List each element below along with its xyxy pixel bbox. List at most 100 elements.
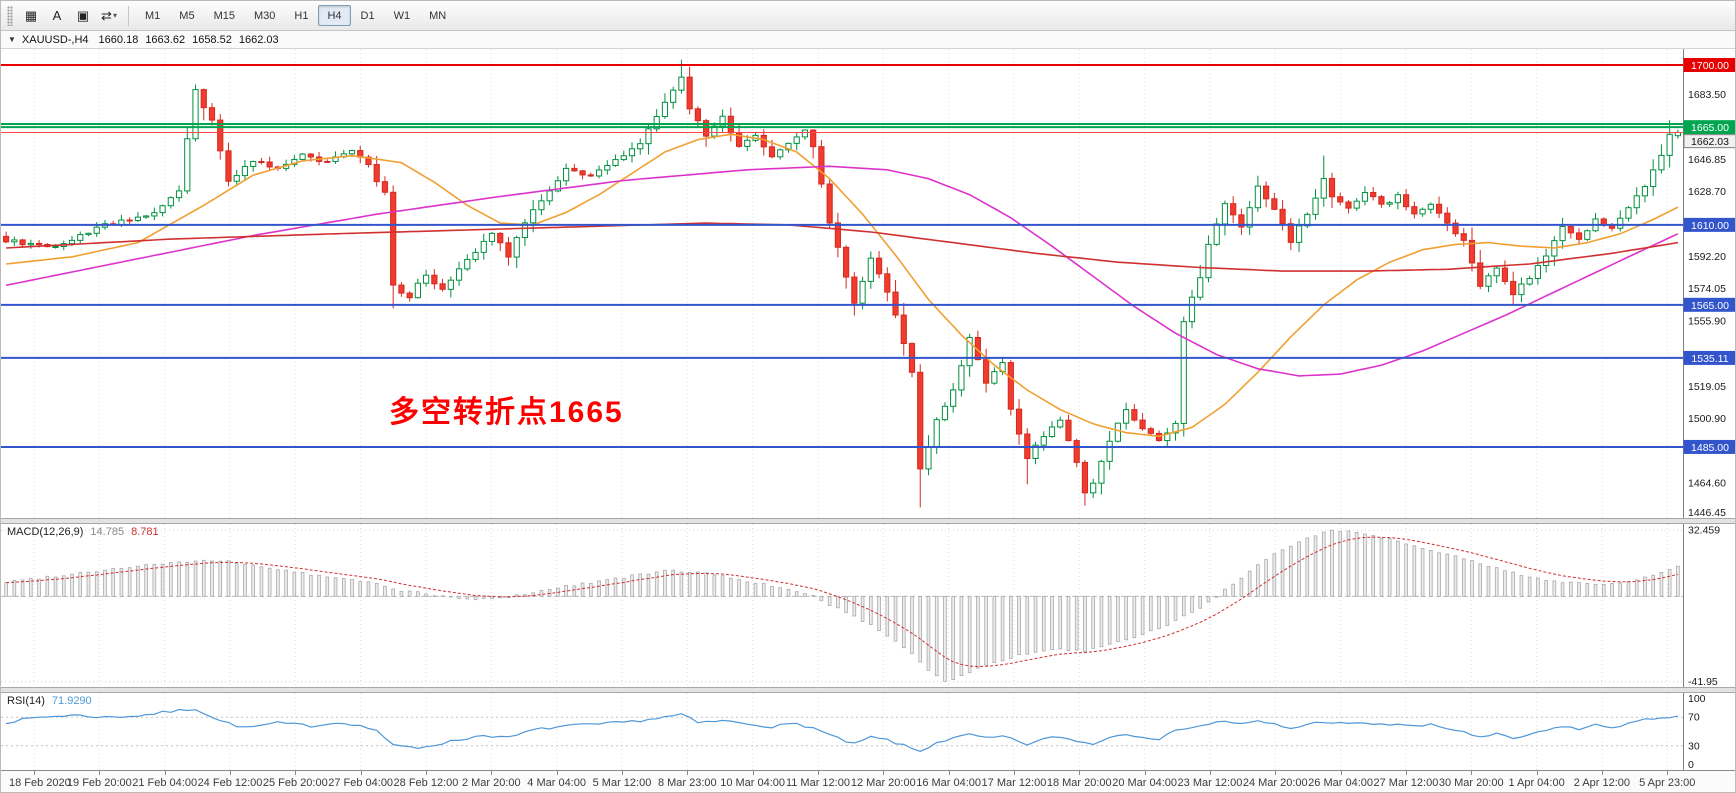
cycle-symbols-button[interactable]: ⇄ ▾ [97, 5, 121, 27]
svg-text:1535.11: 1535.11 [1691, 353, 1728, 365]
text-tool-button[interactable]: A [45, 5, 69, 27]
time-axis-label: 26 Mar 04:00 [1308, 777, 1374, 789]
ohlc-close: 1662.03 [238, 33, 279, 46]
time-tick [621, 771, 623, 775]
time-axis-label: 28 Feb 12:00 [393, 777, 459, 789]
toolbar-grip[interactable] [7, 5, 13, 26]
pane-divider-1[interactable] [1, 518, 1735, 524]
time-tick [360, 771, 362, 775]
time-axis-label: 12 Mar 20:00 [850, 777, 916, 789]
time-axis-label: 18 Mar 20:00 [1046, 777, 1112, 789]
price-badge-1485.00[interactable]: 1485.00 [1683, 439, 1736, 454]
svg-text:1646.85: 1646.85 [1688, 154, 1726, 166]
rsi-axis-labels[interactable]: 100 70 30 0 [1688, 693, 1706, 770]
time-axis-label: 19 Feb 20:00 [66, 777, 132, 789]
svg-text:1555.90: 1555.90 [1688, 315, 1726, 327]
time-tick [883, 771, 885, 775]
price-badge-1700.00[interactable]: 1700.00 [1683, 57, 1736, 72]
time-tick [1405, 771, 1407, 775]
dropdown-caret-icon: ▾ [112, 11, 117, 20]
time-axis-label: 4 Mar 04:00 [527, 777, 586, 789]
price-badge-1535.11[interactable]: 1535.11 [1683, 350, 1736, 365]
time-tick [817, 771, 819, 775]
svg-text:1592.20: 1592.20 [1688, 251, 1726, 263]
timeframe-button-m5[interactable]: M5 [170, 5, 203, 26]
time-tick [1471, 771, 1473, 775]
svg-text:30: 30 [1688, 740, 1700, 752]
time-axis-label: 21 Feb 04:00 [132, 777, 198, 789]
svg-text:32.459: 32.459 [1688, 525, 1720, 537]
svg-text:1464.60: 1464.60 [1688, 478, 1726, 490]
macd-axis-labels[interactable]: 32.459 -41.95 [1688, 525, 1720, 687]
timeframe-button-h4[interactable]: H4 [318, 5, 351, 26]
time-tick [425, 771, 427, 775]
text-tool-icon: A [52, 8, 62, 23]
svg-text:70: 70 [1688, 712, 1700, 724]
time-tick [1340, 771, 1342, 775]
svg-text:1519.05: 1519.05 [1688, 381, 1726, 393]
price-badge-1662.03[interactable]: 1662.03 [1683, 134, 1736, 149]
time-axis[interactable]: 18 Feb 2020 19 Feb 20:00 21 Feb 04:00 24 Fe… [1, 770, 1735, 792]
template-button[interactable]: ▣ [71, 5, 95, 27]
time-tick [1013, 771, 1015, 775]
svg-text:1683.50: 1683.50 [1688, 89, 1726, 101]
price-badge-1665.00[interactable]: 1665.00 [1683, 120, 1736, 135]
rsi-canvas[interactable]: 100 70 30 0 [1, 693, 1736, 770]
macd-grid [1, 524, 1683, 687]
timeframe-button-h1[interactable]: H1 [285, 5, 317, 26]
time-tick [491, 771, 493, 775]
chart-title-bar: ▼ XAUUSD-,H4 1660.18 1663.62 1658.52 166… [1, 31, 1735, 49]
main-chart-pane[interactable]: 1683.50 1646.85 1628.70 1592.20 1574.05 1555.… [1, 49, 1736, 518]
time-tick [99, 771, 101, 775]
time-axis-label: 23 Mar 12:00 [1177, 777, 1243, 789]
time-axis-label: 11 Mar 12:00 [785, 777, 850, 789]
pane-divider-2[interactable] [1, 687, 1735, 693]
time-tick [1667, 771, 1669, 775]
cycle-symbols-icon: ⇄ [101, 7, 112, 23]
ohlc-open: 1660.18 [98, 33, 139, 46]
svg-text:1446.45: 1446.45 [1688, 507, 1726, 518]
time-axis-label: 25 Feb 20:00 [262, 777, 328, 789]
chart-type-icon: ▦ [24, 7, 38, 23]
timeframe-button-mn[interactable]: MN [420, 5, 455, 26]
chart-dropdown-icon[interactable]: ▼ [8, 35, 16, 44]
time-tick [164, 771, 166, 775]
svg-text:100: 100 [1688, 693, 1706, 705]
time-tick [948, 771, 950, 775]
chart-annotation[interactable]: 多空转折点1665 [389, 396, 624, 429]
template-icon: ▣ [76, 7, 90, 23]
svg-text:1628.70: 1628.70 [1688, 186, 1726, 198]
timeframe-button-m15[interactable]: M15 [205, 5, 244, 26]
timeframe-button-d1[interactable]: D1 [352, 5, 384, 26]
macd-signal-line [6, 536, 1679, 668]
horizontal-line-objects[interactable] [1, 63, 1683, 448]
svg-text:1574.05: 1574.05 [1688, 283, 1726, 295]
ohlc-low: 1658.52 [192, 33, 232, 46]
macd-histogram [4, 529, 1680, 682]
time-axis-label: 18 Feb 2020 [9, 777, 71, 789]
time-axis-label: 17 Mar 12:00 [981, 777, 1047, 789]
svg-text:1565.00: 1565.00 [1691, 300, 1729, 312]
macd-pane[interactable]: 32.459 -41.95 MACD(12,26,9) 14.785 8.781 [1, 524, 1736, 687]
time-axis-label: 27 Feb 04:00 [328, 777, 394, 789]
time-axis-label: 10 Mar 04:00 [720, 777, 786, 789]
macd-canvas[interactable]: 32.459 -41.95 [1, 524, 1736, 687]
ohlc-high: 1663.62 [145, 33, 186, 46]
svg-text:-41.95: -41.95 [1688, 676, 1718, 687]
time-tick [295, 771, 297, 775]
timeframe-button-m30[interactable]: M30 [245, 5, 284, 26]
time-tick [687, 771, 689, 775]
price-axis-labels[interactable]: 1683.50 1646.85 1628.70 1592.20 1574.05 1555.… [1688, 89, 1726, 518]
main-chart-canvas[interactable]: 1683.50 1646.85 1628.70 1592.20 1574.05 1555.… [1, 49, 1736, 518]
rsi-grid [33, 693, 1668, 770]
chart-type-button[interactable]: ▦ [19, 5, 43, 27]
time-axis-label: 24 Mar 20:00 [1242, 777, 1308, 789]
timeframe-button-m1[interactable]: M1 [136, 5, 169, 26]
price-badge-1610.00[interactable]: 1610.00 [1683, 217, 1736, 232]
price-badge-1565.00[interactable]: 1565.00 [1683, 297, 1736, 312]
timeframe-button-w1[interactable]: W1 [385, 5, 420, 26]
rsi-pane[interactable]: 100 70 30 0 RSI(14) 71.9290 [1, 693, 1736, 770]
time-tick [1536, 771, 1538, 775]
time-axis-label: 8 Mar 23:00 [657, 777, 717, 789]
